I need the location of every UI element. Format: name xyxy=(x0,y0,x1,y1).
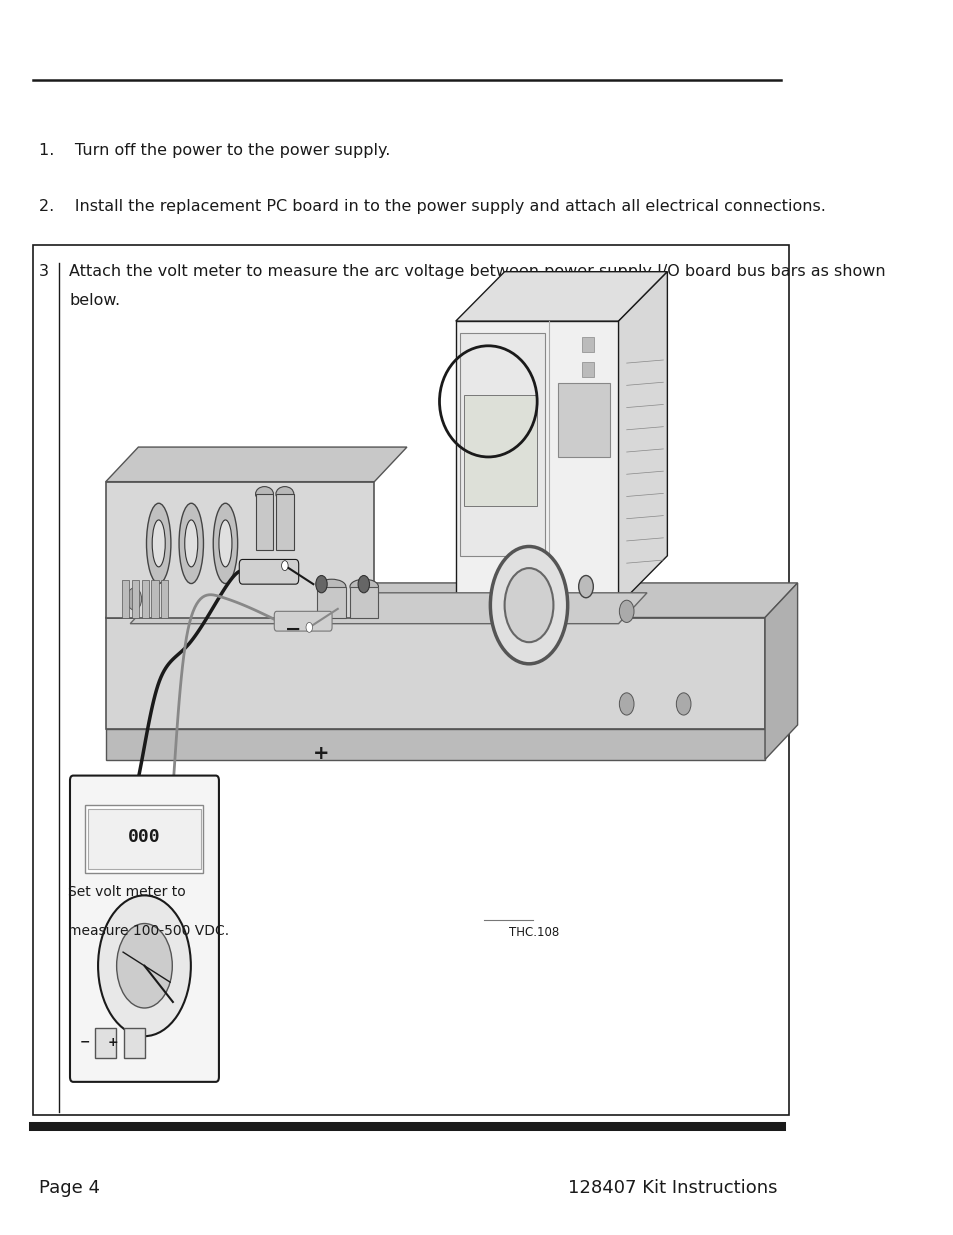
Polygon shape xyxy=(106,583,797,618)
FancyBboxPatch shape xyxy=(86,805,203,873)
Polygon shape xyxy=(456,272,667,321)
Circle shape xyxy=(676,693,690,715)
FancyBboxPatch shape xyxy=(122,580,130,618)
FancyBboxPatch shape xyxy=(581,337,594,352)
Polygon shape xyxy=(130,593,646,624)
Ellipse shape xyxy=(317,579,346,594)
Polygon shape xyxy=(106,482,374,618)
Text: +: + xyxy=(108,1036,118,1049)
FancyBboxPatch shape xyxy=(463,395,537,506)
Polygon shape xyxy=(106,447,407,482)
FancyBboxPatch shape xyxy=(581,362,594,377)
FancyBboxPatch shape xyxy=(95,1028,116,1058)
Circle shape xyxy=(127,588,141,610)
Ellipse shape xyxy=(218,520,232,567)
Text: 128407 Kit Instructions: 128407 Kit Instructions xyxy=(567,1179,777,1197)
Text: 3: 3 xyxy=(39,264,49,279)
FancyBboxPatch shape xyxy=(88,809,201,869)
Text: 000: 000 xyxy=(128,829,161,846)
Text: Page 4: Page 4 xyxy=(39,1179,100,1197)
Text: Set volt meter to: Set volt meter to xyxy=(69,885,186,899)
FancyBboxPatch shape xyxy=(239,559,298,584)
Circle shape xyxy=(281,561,288,571)
Polygon shape xyxy=(106,729,764,760)
Ellipse shape xyxy=(350,579,378,594)
Circle shape xyxy=(618,693,634,715)
Text: −: − xyxy=(79,1036,90,1049)
Ellipse shape xyxy=(147,503,171,584)
FancyBboxPatch shape xyxy=(459,333,545,556)
FancyBboxPatch shape xyxy=(141,580,149,618)
Ellipse shape xyxy=(578,576,593,598)
Ellipse shape xyxy=(179,503,203,584)
Text: +: + xyxy=(313,743,330,763)
FancyBboxPatch shape xyxy=(275,494,294,550)
Text: measure 100-500 VDC.: measure 100-500 VDC. xyxy=(69,924,230,937)
Polygon shape xyxy=(618,272,667,605)
Circle shape xyxy=(98,895,191,1036)
Text: THC.108: THC.108 xyxy=(508,926,558,939)
Text: 2.    Install the replacement PC board in to the power supply and attach all ele: 2. Install the replacement PC board in t… xyxy=(39,199,825,214)
Ellipse shape xyxy=(152,520,165,567)
Circle shape xyxy=(116,924,172,1008)
Circle shape xyxy=(315,576,327,593)
Ellipse shape xyxy=(490,546,567,664)
Text: below.: below. xyxy=(70,293,120,308)
Ellipse shape xyxy=(255,487,274,501)
Ellipse shape xyxy=(185,520,197,567)
FancyBboxPatch shape xyxy=(124,1028,145,1058)
FancyBboxPatch shape xyxy=(70,776,218,1082)
FancyBboxPatch shape xyxy=(132,580,139,618)
Text: 1.    Turn off the power to the power supply.: 1. Turn off the power to the power suppl… xyxy=(39,143,390,158)
FancyBboxPatch shape xyxy=(350,587,378,618)
FancyBboxPatch shape xyxy=(317,587,346,618)
FancyBboxPatch shape xyxy=(32,245,789,1115)
Ellipse shape xyxy=(504,568,553,642)
Text: −: − xyxy=(285,620,301,640)
FancyBboxPatch shape xyxy=(274,611,332,631)
FancyBboxPatch shape xyxy=(161,580,169,618)
FancyBboxPatch shape xyxy=(152,580,158,618)
FancyBboxPatch shape xyxy=(456,321,618,605)
Circle shape xyxy=(618,600,634,622)
Ellipse shape xyxy=(213,503,237,584)
Text: Attach the volt meter to measure the arc voltage between power supply I/O board : Attach the volt meter to measure the arc… xyxy=(70,264,885,279)
Polygon shape xyxy=(106,618,764,729)
Circle shape xyxy=(357,576,369,593)
FancyBboxPatch shape xyxy=(255,494,274,550)
Ellipse shape xyxy=(275,487,294,501)
Circle shape xyxy=(306,622,313,632)
FancyBboxPatch shape xyxy=(557,383,610,457)
Polygon shape xyxy=(764,583,797,760)
